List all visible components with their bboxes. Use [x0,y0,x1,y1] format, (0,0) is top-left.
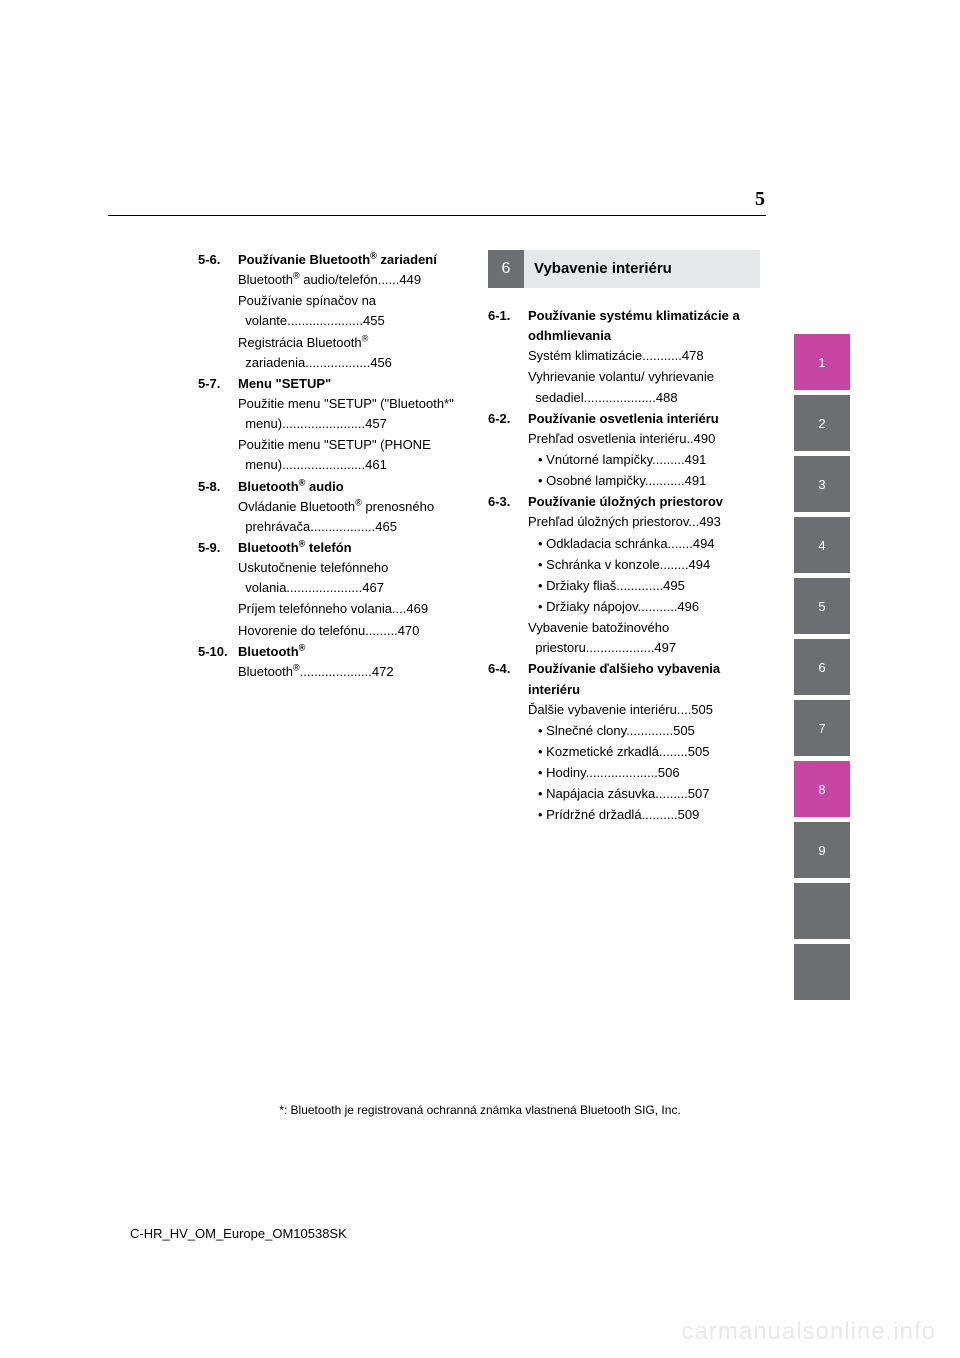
toc-section-heading: 6-3.Používanie úložných priestorov [488,492,760,512]
toc-section-heading: 5-6.Používanie Bluetooth® zariadení [198,250,470,270]
side-tab-9[interactable]: 9 [794,822,850,878]
toc-bullet-entry: • Držiaky fliaš.............495 [528,576,760,596]
toc-section-heading: 5-8.Bluetooth® audio [198,477,470,497]
toc-entry: Hovorenie do telefónu.........470 [238,621,470,641]
toc-section-heading: 6-4.Používanie ďalšieho vybavenia interi… [488,659,760,699]
chapter-header: 6Vybavenie interiéru [488,250,760,288]
toc-entry: Vyhrievanie volantu/ vyhrievanie sedadie… [528,367,760,407]
toc-section-heading: 5-10.Bluetooth® [198,642,470,662]
toc-entry: Ďalšie vybavenie interiéru....505 [528,700,760,720]
toc-bullet-entry: • Vnútorné lampičky.........491 [528,450,760,470]
side-tabs: 123456789 [794,334,850,1005]
side-tab-1[interactable]: 1 [794,334,850,390]
toc-entry: Registrácia Bluetooth® zariadenia.......… [238,333,470,373]
side-tab-6[interactable]: 6 [794,639,850,695]
manual-page: 5 5-6.Používanie Bluetooth® zariadeníBlu… [0,0,960,1358]
toc-entry: Bluetooth® audio/telefón......449 [238,270,470,290]
chapter-number-box: 6 [488,250,524,288]
horizontal-rule [108,215,766,216]
chapter-title-box: Vybavenie interiéru [524,250,760,288]
toc-entry: Ovládanie Bluetooth® prenosného prehráva… [238,497,470,537]
toc-entry: Bluetooth®....................472 [238,662,470,682]
toc-bullet-entry: • Odkladacia schránka.......494 [528,534,760,554]
doc-code: C-HR_HV_OM_Europe_OM10538SK [130,1226,347,1241]
toc-entries: Systém klimatizácie...........478Vyhriev… [528,346,760,407]
toc-bullet-entry: • Prídržné držadlá..........509 [528,805,760,825]
side-tab-4[interactable]: 4 [794,517,850,573]
toc-entries: Ďalšie vybavenie interiéru....505• Slneč… [528,700,760,826]
toc-entry: Prehľad úložných priestorov...493 [528,512,760,532]
toc-bullet-entry: • Napájacia zásuvka.........507 [528,784,760,804]
page-number: 5 [755,188,765,211]
footnote: *: Bluetooth je registrovaná ochranná zn… [0,1103,960,1117]
side-tab-blank[interactable] [794,883,850,939]
toc-entry: Vybavenie batožinového priestoru........… [528,618,760,658]
toc-entry: Používanie spínačov na volante..........… [238,291,470,331]
toc-bullet-entry: • Schránka v konzole........494 [528,555,760,575]
toc-entry: Použitie menu "SETUP" ("Bluetooth*" menu… [238,394,470,434]
toc-entries: Uskutočnenie telefónneho volania........… [238,558,470,641]
content-columns: 5-6.Používanie Bluetooth® zariadeníBluet… [198,250,768,827]
toc-entry: Uskutočnenie telefónneho volania........… [238,558,470,598]
toc-section-heading: 5-7.Menu "SETUP" [198,374,470,394]
toc-entries: Bluetooth® audio/telefón......449Používa… [238,270,470,373]
toc-bullet-entry: • Hodiny....................506 [528,763,760,783]
left-column: 5-6.Používanie Bluetooth® zariadeníBluet… [198,250,470,827]
side-tab-8[interactable]: 8 [794,761,850,817]
side-tab-blank[interactable] [794,944,850,1000]
toc-entries: Ovládanie Bluetooth® prenosného prehráva… [238,497,470,537]
toc-entry: Príjem telefónneho volania....469 [238,599,470,619]
toc-bullet-entry: • Kozmetické zrkadlá........505 [528,742,760,762]
side-tab-5[interactable]: 5 [794,578,850,634]
toc-entry: Prehľad osvetlenia interiéru..490 [528,429,760,449]
toc-section-heading: 6-1.Používanie systému klimatizácie a od… [488,306,760,346]
toc-entries: Bluetooth®....................472 [238,662,470,682]
toc-section-heading: 5-9.Bluetooth® telefón [198,538,470,558]
toc-entry: Systém klimatizácie...........478 [528,346,760,366]
side-tab-7[interactable]: 7 [794,700,850,756]
side-tab-3[interactable]: 3 [794,456,850,512]
toc-entries: Prehľad úložných priestorov...493• Odkla… [528,512,760,658]
toc-entries: Prehľad osvetlenia interiéru..490• Vnúto… [528,429,760,491]
toc-section-heading: 6-2.Používanie osvetlenia interiéru [488,409,760,429]
toc-entries: Použitie menu "SETUP" ("Bluetooth*" menu… [238,394,470,476]
toc-bullet-entry: • Osobné lampičky...........491 [528,471,760,491]
side-tab-2[interactable]: 2 [794,395,850,451]
watermark: carmanualsonline.info [682,1318,936,1346]
toc-entry: Použitie menu "SETUP" (PHONE menu)......… [238,435,470,475]
right-column: 6Vybavenie interiéru 6-1.Používanie systé… [488,250,760,827]
toc-bullet-entry: • Slnečné clony.............505 [528,721,760,741]
toc-bullet-entry: • Držiaky nápojov...........496 [528,597,760,617]
